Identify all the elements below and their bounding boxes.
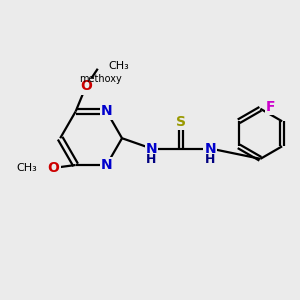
- Text: N: N: [146, 142, 157, 155]
- Text: O: O: [48, 161, 59, 175]
- Text: CH₃: CH₃: [108, 61, 129, 71]
- Text: F: F: [266, 100, 275, 114]
- Text: methoxy: methoxy: [79, 74, 122, 84]
- Text: N: N: [101, 104, 112, 118]
- Text: O: O: [80, 80, 92, 93]
- Text: N: N: [101, 158, 112, 172]
- Text: H: H: [205, 153, 215, 166]
- Text: S: S: [176, 115, 186, 129]
- Text: CH₃: CH₃: [16, 163, 38, 173]
- Text: N: N: [205, 142, 216, 155]
- Text: H: H: [146, 153, 157, 166]
